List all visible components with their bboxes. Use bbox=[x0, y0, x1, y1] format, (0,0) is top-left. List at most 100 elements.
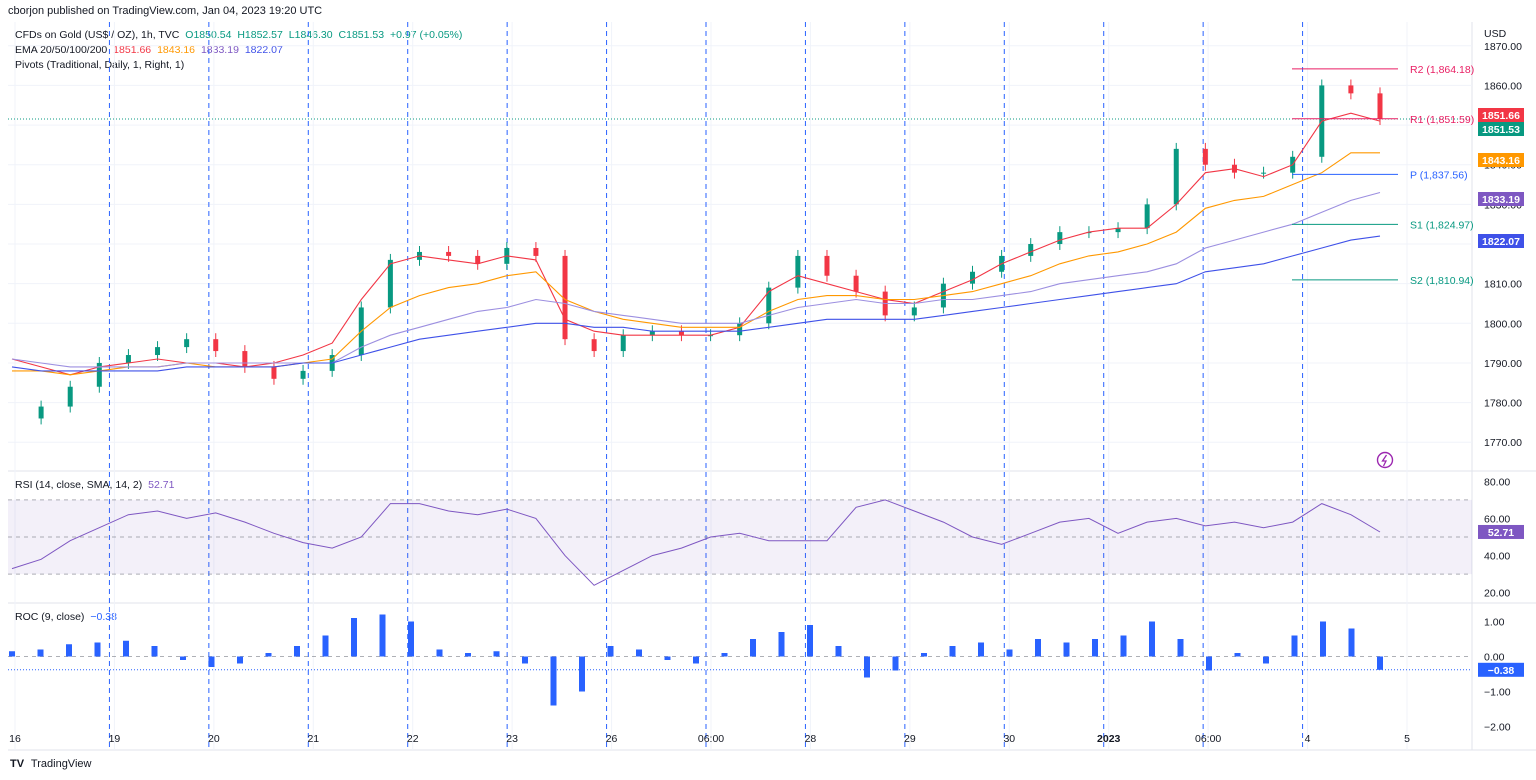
roc-axis-label: −2.00 bbox=[1484, 722, 1511, 734]
time-axis-label: 19 bbox=[109, 733, 121, 745]
roc-legend[interactable]: ROC (9, close) −0.38 bbox=[15, 611, 120, 623]
roc-axis-label: 1.00 bbox=[1484, 617, 1505, 629]
ema20-value: 1851.66 bbox=[113, 44, 152, 56]
roc-bar bbox=[636, 649, 642, 657]
roc-bar bbox=[1263, 656, 1269, 664]
ema-legend[interactable]: EMA 20/50/100/200 1851.66 1843.16 1833.1… bbox=[15, 44, 286, 56]
ema-label: EMA 20/50/100/200 bbox=[15, 44, 108, 56]
roc-bar bbox=[1234, 653, 1241, 657]
roc-label: ROC (9, close) bbox=[15, 611, 85, 623]
roc-axis-label: 0.00 bbox=[1484, 652, 1505, 664]
tradingview-brand: TradingView bbox=[30, 758, 92, 770]
price-axis-label: 1860.00 bbox=[1484, 80, 1522, 92]
price-axis-label: 1800.00 bbox=[1484, 318, 1522, 330]
roc-bar bbox=[1063, 642, 1070, 657]
candle-body bbox=[562, 255, 568, 340]
roc-bar bbox=[379, 614, 386, 657]
pivot-label-p: P (1,837.56) bbox=[1410, 169, 1468, 181]
pivot-label-s1: S1 (1,824.97) bbox=[1410, 219, 1474, 231]
tradingview-logo: TV bbox=[10, 758, 25, 770]
roc-bar bbox=[265, 653, 272, 657]
ema-line-1 bbox=[11, 112, 1381, 376]
rsi-line bbox=[11, 499, 1381, 586]
pivot-label-s2: S2 (1,810.94) bbox=[1410, 275, 1474, 287]
roc-bar bbox=[408, 621, 414, 657]
rsi-tag-label: 52.71 bbox=[1488, 527, 1514, 539]
time-axis-label: 23 bbox=[506, 733, 518, 745]
candle-body bbox=[591, 339, 597, 352]
candle-body bbox=[1377, 93, 1383, 120]
publish-header: cborjon published on TradingView.com, Ja… bbox=[8, 5, 323, 17]
ohlc-low: L1846.30 bbox=[288, 29, 333, 41]
roc-bar bbox=[892, 656, 899, 671]
time-axis-label: 28 bbox=[805, 733, 817, 745]
alert-icon[interactable] bbox=[1376, 451, 1394, 469]
pivot-label-r2: R2 (1,864.18) bbox=[1410, 64, 1474, 76]
time-axis-label: 22 bbox=[407, 733, 419, 745]
candle-body bbox=[1348, 85, 1354, 94]
candle-body bbox=[1115, 228, 1121, 233]
roc-value: −0.38 bbox=[90, 611, 117, 623]
candle-body bbox=[125, 355, 131, 363]
roc-bar bbox=[522, 656, 528, 664]
roc-bar bbox=[778, 632, 785, 657]
price-tag-label: 1833.19 bbox=[1482, 194, 1520, 206]
roc-axis-label: −1.00 bbox=[1484, 687, 1511, 699]
roc-bar bbox=[465, 653, 471, 657]
price-axis-label: 1870.00 bbox=[1484, 41, 1522, 53]
candle-body bbox=[1261, 172, 1267, 174]
rsi-label: RSI (14, close, SMA, 14, 2) bbox=[15, 479, 143, 491]
rsi-axis-label: 80.00 bbox=[1484, 476, 1510, 488]
time-axis-label: 06:00 bbox=[698, 733, 724, 745]
price-tag-label: 1822.07 bbox=[1482, 236, 1520, 248]
candle-body bbox=[38, 406, 44, 419]
candle-body bbox=[1144, 204, 1150, 229]
price-axis-label: 1770.00 bbox=[1484, 437, 1522, 449]
candle-body bbox=[184, 339, 190, 348]
pivots-legend[interactable]: Pivots (Traditional, Daily, 1, Right, 1) bbox=[15, 59, 187, 71]
time-axis-label: 4 bbox=[1305, 733, 1311, 745]
ohlc-high: H1852.57 bbox=[237, 29, 283, 41]
rsi-axis-label: 20.00 bbox=[1484, 588, 1510, 600]
rsi-axis-label: 40.00 bbox=[1484, 551, 1510, 563]
rsi-legend[interactable]: RSI (14, close, SMA, 14, 2) 52.71 bbox=[15, 479, 177, 491]
price-tag-label: 1851.66 bbox=[1482, 110, 1520, 122]
roc-bar bbox=[436, 649, 443, 657]
tradingview-footer[interactable]: TV TradingView bbox=[10, 758, 91, 770]
ema-line-4 bbox=[11, 235, 1381, 372]
roc-bar bbox=[66, 644, 72, 657]
time-axis-label: 16 bbox=[9, 733, 21, 745]
roc-bar bbox=[1320, 621, 1326, 657]
candle-body bbox=[213, 339, 219, 352]
time-axis-label: 2023 bbox=[1097, 733, 1121, 745]
candle-body bbox=[649, 331, 655, 336]
roc-bar bbox=[921, 653, 927, 657]
time-axis-label: 06:00 bbox=[1195, 733, 1221, 745]
roc-bar bbox=[750, 639, 756, 657]
time-axis-label: 21 bbox=[307, 733, 319, 745]
price-tag bbox=[1478, 234, 1524, 248]
candle-body bbox=[96, 362, 102, 387]
roc-bar bbox=[864, 656, 870, 678]
price-axis-label: 1780.00 bbox=[1484, 398, 1522, 410]
roc-bar bbox=[151, 646, 158, 657]
candle-body bbox=[1173, 148, 1179, 205]
roc-bar bbox=[1035, 639, 1041, 657]
roc-bar bbox=[978, 642, 984, 657]
roc-bar bbox=[835, 646, 842, 657]
roc-bar bbox=[237, 656, 243, 664]
candle-body bbox=[533, 247, 539, 256]
roc-bar bbox=[9, 651, 15, 657]
roc-bar bbox=[1291, 635, 1298, 657]
roc-bar bbox=[664, 656, 671, 660]
symbol-name[interactable]: CFDs on Gold (US$ / OZ), 1h, TVC bbox=[15, 29, 180, 41]
roc-bar bbox=[1377, 656, 1383, 670]
candle-body bbox=[678, 331, 684, 336]
roc-bar bbox=[1206, 656, 1212, 671]
time-axis-label: 20 bbox=[208, 733, 220, 745]
time-axis-label: 29 bbox=[904, 733, 916, 745]
roc-bar bbox=[94, 642, 101, 657]
candle-body bbox=[387, 259, 393, 308]
roc-bar bbox=[550, 656, 557, 706]
